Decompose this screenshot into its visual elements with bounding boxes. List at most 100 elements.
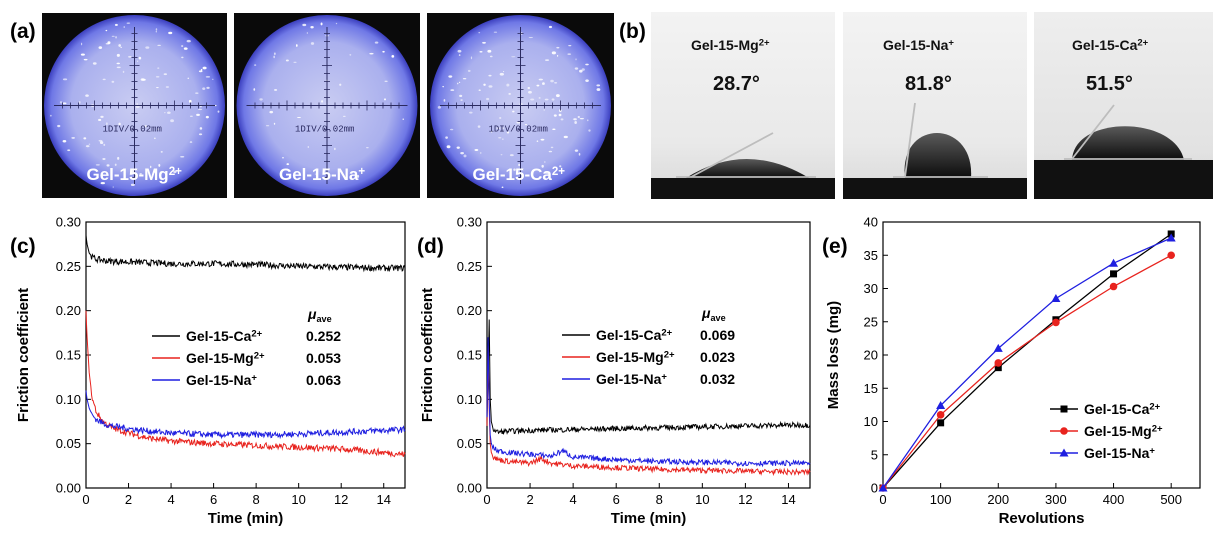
x-tick-label: 14 — [781, 492, 795, 507]
series-line-na — [486, 337, 811, 468]
y-tick-label: 0.05 — [56, 436, 81, 451]
data-point-mg — [1167, 251, 1175, 260]
y-tick-label: 20 — [864, 348, 878, 363]
y-tick-label: 5 — [871, 447, 878, 462]
legend-label-na: Gel-15-Na+ — [186, 372, 257, 388]
legend-mu-value: 0.053 — [306, 350, 341, 366]
data-point-mg — [1052, 318, 1060, 327]
y-tick-label: 0.15 — [56, 348, 81, 363]
data-point-na — [1109, 258, 1119, 267]
series-line-mg — [882, 254, 1172, 489]
x-tick-label: 12 — [738, 492, 752, 507]
y-tick-label: 0.00 — [457, 481, 482, 496]
y-tick-label: 0.20 — [56, 303, 81, 318]
x-tick-label: 10 — [291, 492, 305, 507]
y-axis-label: Friction coefficient — [419, 288, 436, 422]
micrograph-3: 1DIV/0.02mm Gel-15-Ca2+ — [427, 13, 614, 198]
y-tick-label: 0.25 — [56, 259, 81, 274]
data-point-mg — [936, 411, 945, 419]
x-tick-label: 200 — [987, 492, 1009, 507]
data-point-ca — [1110, 270, 1118, 278]
contact-angle-image-1: Gel-15-Mg2+ 28.7° — [651, 12, 835, 199]
y-tick-label: 0.30 — [457, 215, 482, 230]
legend: μave Gel-15-Ca2+ 0.069 Gel-15-Mg2+ 0.023 Gel-… — [562, 305, 735, 387]
legend-header: μave — [701, 305, 726, 323]
contact-angle-image-3: Gel-15-Ca2+ 51.5° — [1034, 12, 1213, 199]
x-tick-label: 100 — [930, 492, 952, 507]
series-line-ca — [882, 233, 1172, 489]
contact-angle-title: Gel-15-Na+ — [883, 37, 954, 53]
panel-label-b: (b) — [619, 20, 646, 43]
contact-angle-value: 51.5° — [1086, 73, 1133, 95]
y-tick-label: 0.05 — [457, 436, 482, 451]
scale-label: 1DIV/0.02mm — [489, 125, 548, 135]
series-line-na — [882, 237, 1172, 489]
data-point-ca — [937, 419, 945, 427]
legend-mu-value: 0.032 — [700, 371, 735, 387]
panel-label-c: (c) — [10, 235, 36, 258]
data-point-na — [993, 343, 1003, 352]
scale-label: 1DIV/0.02mm — [295, 125, 354, 135]
data-point-na — [1166, 233, 1176, 242]
x-tick-label: 400 — [1103, 492, 1125, 507]
data-point-na — [1051, 293, 1061, 302]
x-tick-label: 4 — [570, 492, 577, 507]
droplet-shape — [904, 133, 972, 178]
x-axis-label: Revolutions — [999, 510, 1085, 527]
contact-angle-title: Gel-15-Mg2+ — [691, 37, 770, 53]
droplet-shape — [1072, 126, 1184, 160]
series-line-mg — [486, 346, 811, 477]
y-tick-label: 0.30 — [56, 215, 81, 230]
series-line-ca — [486, 319, 811, 435]
chart-d-friction: 0 2 4 6 8 10 12 14 0.00 0.05 0.10 0.15 0.20 0.25 0.30 T… — [419, 215, 811, 527]
contact-angle-value: 81.8° — [905, 73, 952, 95]
chart-c-friction: 0 2 4 6 8 10 12 14 0.00 0.05 0.10 0.15 0.20 0.25 0.30 T… — [15, 215, 406, 527]
legend-mu-value: 0.023 — [700, 349, 735, 365]
micrograph-label: Gel-15-Ca2+ — [473, 165, 566, 184]
y-tick-label: 30 — [864, 281, 878, 296]
y-tick-label: 0.00 — [56, 481, 81, 496]
y-axis-label: Mass loss (mg) — [825, 301, 842, 409]
data-point-na — [878, 483, 888, 492]
y-tick-label: 25 — [864, 314, 878, 329]
x-tick-label: 8 — [656, 492, 663, 507]
x-tick-label: 2 — [526, 492, 533, 507]
data-point-ca — [994, 364, 1002, 372]
legend-label-mg: Gel-15-Mg2+ — [596, 349, 675, 365]
contact-angle-image-2: Gel-15-Na+ 81.8° — [843, 12, 1027, 199]
legend-mu-value: 0.063 — [306, 372, 341, 388]
data-point-na — [936, 401, 946, 410]
legend-label-ca: Gel-15-Ca2+ — [1084, 401, 1161, 417]
scale-label: 1DIV/0.02mm — [103, 125, 162, 135]
y-tick-label: 0.20 — [457, 303, 482, 318]
y-tick-label: 0 — [871, 481, 878, 496]
y-tick-label: 15 — [864, 381, 878, 396]
contact-angle-title: Gel-15-Ca2+ — [1072, 37, 1149, 53]
legend-label-na: Gel-15-Na+ — [1084, 445, 1155, 461]
x-tick-label: 0 — [82, 492, 89, 507]
x-tick-label: 8 — [253, 492, 260, 507]
legend-label-ca: Gel-15-Ca2+ — [186, 328, 263, 344]
chart-e-mass-loss: 0 100 200 300 400 500 0 5 10 15 20 25 30 35 40 Revoluti… — [825, 215, 1201, 527]
series-line-ca — [85, 235, 406, 273]
y-tick-label: 35 — [864, 248, 878, 263]
y-tick-label: 0.10 — [56, 392, 81, 407]
x-tick-label: 12 — [334, 492, 348, 507]
legend-mu-value: 0.252 — [306, 328, 341, 344]
micrograph-label: Gel-15-Mg2+ — [87, 165, 183, 184]
panel-label-d: (d) — [417, 235, 444, 258]
data-point-mg — [994, 359, 1003, 367]
x-tick-label: 14 — [376, 492, 390, 507]
panel-b-contact-angles: Gel-15-Mg2+ 28.7° Gel-15-Na+ 81.8° Gel-15-Ca… — [651, 12, 1213, 199]
micrograph-label: Gel-15-Na+ — [279, 165, 365, 184]
x-tick-label: 300 — [1045, 492, 1067, 507]
legend: Gel-15-Ca2+ Gel-15-Mg2+ Gel-15-Na+ — [1050, 401, 1163, 461]
x-tick-label: 6 — [613, 492, 620, 507]
legend-mu-value: 0.069 — [700, 327, 735, 343]
legend-header: μave — [307, 306, 332, 324]
y-tick-label: 40 — [864, 215, 878, 230]
series-line-mg — [85, 310, 406, 458]
x-axis-label: Time (min) — [208, 510, 284, 527]
y-tick-label: 0.25 — [457, 259, 482, 274]
